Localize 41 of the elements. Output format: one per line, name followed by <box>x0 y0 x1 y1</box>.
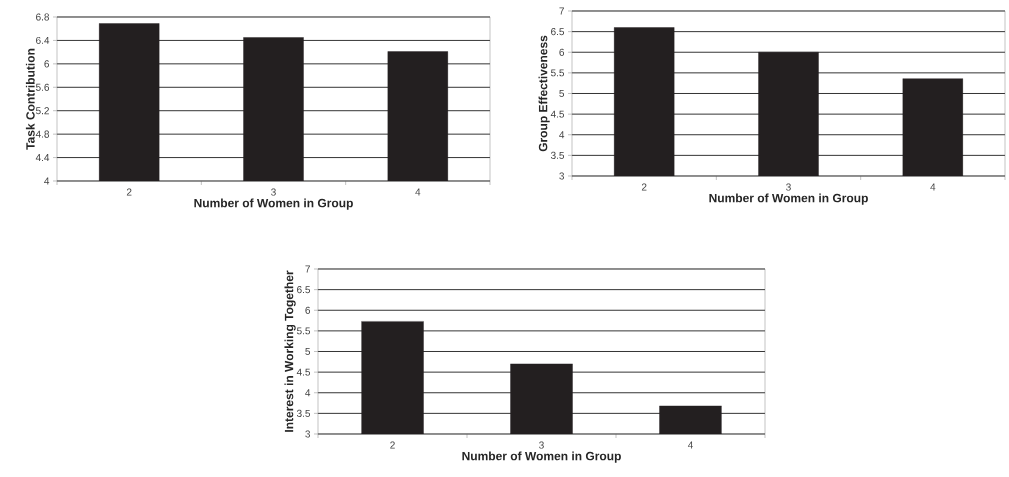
y-tick-label: 4.4 <box>35 154 50 162</box>
x-tick-label: 3 <box>539 441 544 449</box>
y-tick-label: 6.5 <box>297 286 311 294</box>
y-axis-title: Group Effectiveness <box>538 35 550 152</box>
y-tick-label: 5.6 <box>35 83 50 91</box>
y-tick-label: 3 <box>305 430 311 438</box>
x-tick-label: 3 <box>271 188 276 196</box>
y-tick-label: 3 <box>559 172 565 180</box>
y-tick-label: 5 <box>559 90 565 97</box>
y-tick-label: 4 <box>44 177 50 185</box>
y-tick-label: 6 <box>44 60 50 68</box>
y-tick-label: 4.5 <box>550 110 565 118</box>
y-tick-label: 5.5 <box>550 69 565 77</box>
y-tick-label: 4 <box>305 389 311 397</box>
y-tick-label: 7 <box>305 265 310 273</box>
x-axis-title: Number of Women in Group <box>709 193 868 205</box>
y-tick-label: 4 <box>559 131 565 139</box>
y-tick-label: 6.8 <box>36 13 50 21</box>
x-tick-label: 4 <box>415 188 421 196</box>
x-tick-label: 2 <box>390 441 395 449</box>
x-axis-title: Number of Women in Group <box>194 198 353 210</box>
y-tick-label: 3.5 <box>296 409 311 417</box>
y-tick-label: 6.4 <box>36 36 50 44</box>
x-tick-label: 4 <box>930 183 936 191</box>
x-tick-label: 4 <box>687 441 693 449</box>
y-tick-label: 5 <box>305 348 311 355</box>
y-tick-label: 5.2 <box>35 107 49 115</box>
y-tick-label: 7 <box>559 7 564 15</box>
x-tick-label: 2 <box>641 183 647 191</box>
y-tick-label: 4.8 <box>35 130 50 138</box>
y-tick-label: 5.5 <box>296 327 311 335</box>
y-tick-label: 6 <box>305 306 311 314</box>
y-tick-label: 3.5 <box>550 151 565 159</box>
x-tick-label: 2 <box>126 188 132 196</box>
x-axis-title: Number of Women in Group <box>462 451 621 463</box>
y-tick-label: 4.5 <box>296 368 311 376</box>
y-axis-title: Task Contribution <box>25 48 35 150</box>
x-tick-label: 3 <box>786 183 791 191</box>
y-axis-title: Interest in Working Together <box>284 270 296 432</box>
y-tick-label: 6.5 <box>551 28 565 36</box>
y-tick-label: 6 <box>559 48 565 56</box>
